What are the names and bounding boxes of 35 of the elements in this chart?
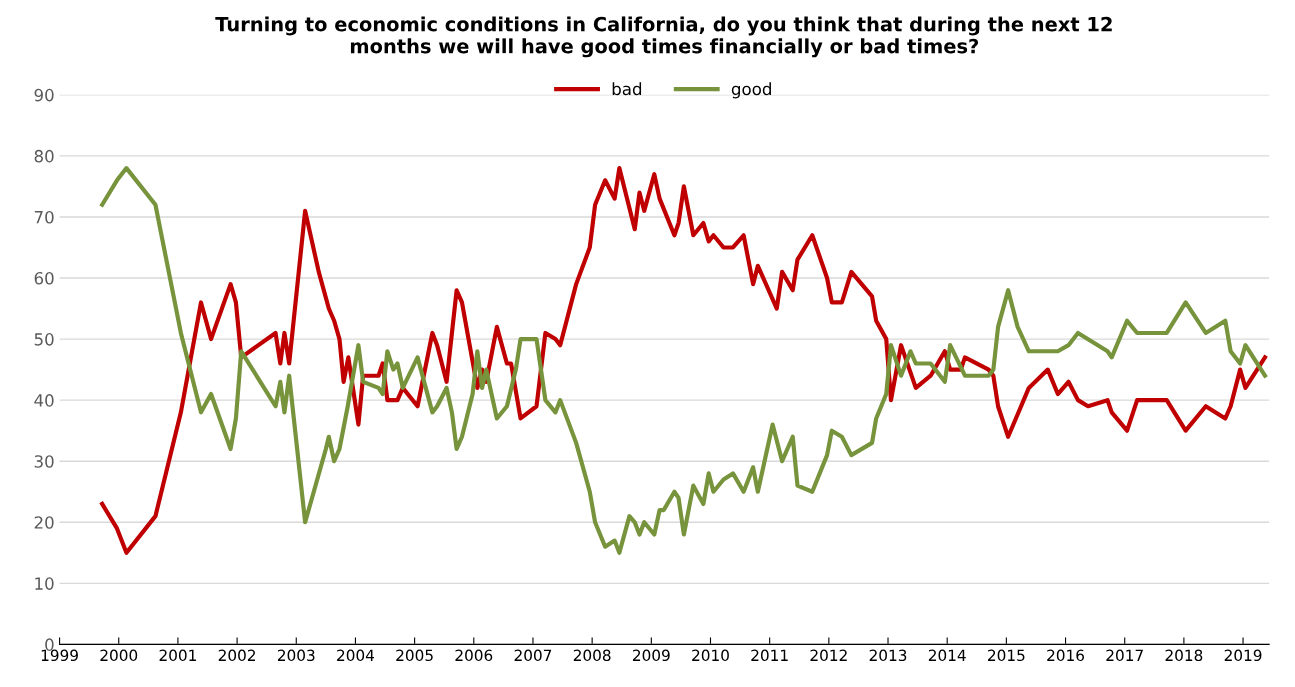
y-tick-label: 10 <box>35 577 54 590</box>
x-tick-label: 2016 <box>1047 649 1085 662</box>
y-tick-label: 30 <box>34 455 54 468</box>
x-tick-label: 2019 <box>1224 649 1262 662</box>
x-tick-label: 2011 <box>751 649 788 662</box>
legend-label: bad <box>612 82 642 96</box>
x-tick-label: 2000 <box>100 649 138 662</box>
x-tick-label: 2017 <box>1106 649 1143 662</box>
y-tick-label: 80 <box>34 149 54 163</box>
x-tick-label: 2015 <box>988 649 1025 662</box>
line-series <box>100 166 1268 555</box>
chart-title: Turning to economic conditions in California, do you think that during the next 12 months we will have good times financially or bad times? <box>215 16 1112 58</box>
y-tick-label: 90 <box>34 88 54 102</box>
x-tick-label: 2003 <box>277 649 315 662</box>
x-tick-label: 2007 <box>514 649 552 662</box>
y-tick-label: 70 <box>34 210 54 224</box>
x-tick-label: 2009 <box>633 649 670 662</box>
x-tick-label: 2010 <box>692 649 729 662</box>
x-tick-label: 2018 <box>1165 649 1203 662</box>
x-tick-label: 2013 <box>869 649 907 662</box>
x-tick-label: 2014 <box>928 649 966 662</box>
legend-label: good <box>731 82 771 99</box>
x-tick-label: 2012 <box>810 649 847 662</box>
y-tick-label: 0 <box>45 638 54 651</box>
y-tick-label: 50 <box>34 333 54 346</box>
x-tick-label: 2005 <box>396 649 433 662</box>
y-tick-label: 20 <box>34 516 54 529</box>
x-tick-label: 2008 <box>573 649 611 662</box>
x-tick-label: 2001 <box>159 649 196 662</box>
x-tick-label: 2002 <box>218 649 255 662</box>
x-tick-label: 1999 <box>41 649 78 662</box>
y-tick-label: 40 <box>34 394 54 407</box>
x-tick-label: 2004 <box>337 649 375 662</box>
y-tick-label: 60 <box>34 271 54 285</box>
x-tick-label: 2006 <box>455 649 493 662</box>
